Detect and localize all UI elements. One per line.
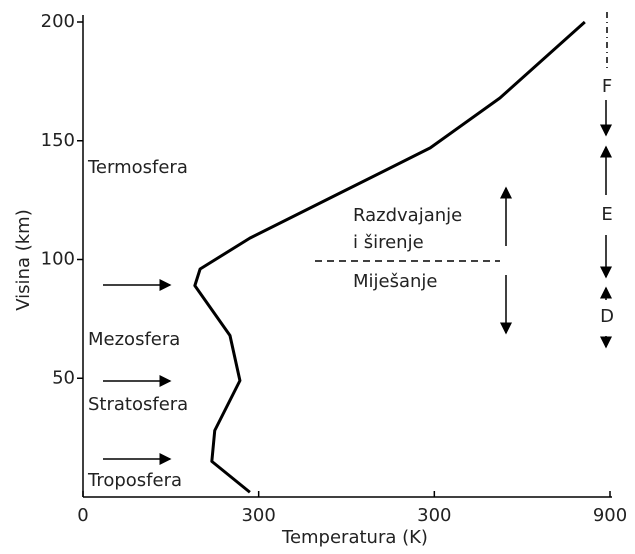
x-tick-label: 900 <box>593 505 627 526</box>
annotation: i širenje <box>353 232 424 253</box>
y-tick-label: 50 <box>52 367 75 388</box>
annotation: Stratosfera <box>88 394 188 415</box>
annotation: Razdvajanje <box>353 205 462 226</box>
annotation: Termosfera <box>87 157 188 178</box>
annotation: E <box>601 204 612 225</box>
x-tick-label: 300 <box>417 505 451 526</box>
annotation: Mezosfera <box>88 329 180 350</box>
y-tick-label: 150 <box>41 130 75 151</box>
line <box>193 20 586 494</box>
annotation: F <box>602 76 612 97</box>
x-tick-label: 0 <box>77 505 88 526</box>
annotation: Miješanje <box>353 271 438 292</box>
y-tick-label: 100 <box>41 249 75 270</box>
y-axis-label: Visina (km) <box>13 209 34 310</box>
arrows <box>103 100 612 465</box>
annotation: Troposfera <box>87 470 182 491</box>
x-tick-label: 300 <box>241 505 275 526</box>
annotation: D <box>600 306 614 327</box>
x-axis-label: Temperatura (K) <box>281 527 428 548</box>
y-tick-label: 200 <box>41 11 75 32</box>
